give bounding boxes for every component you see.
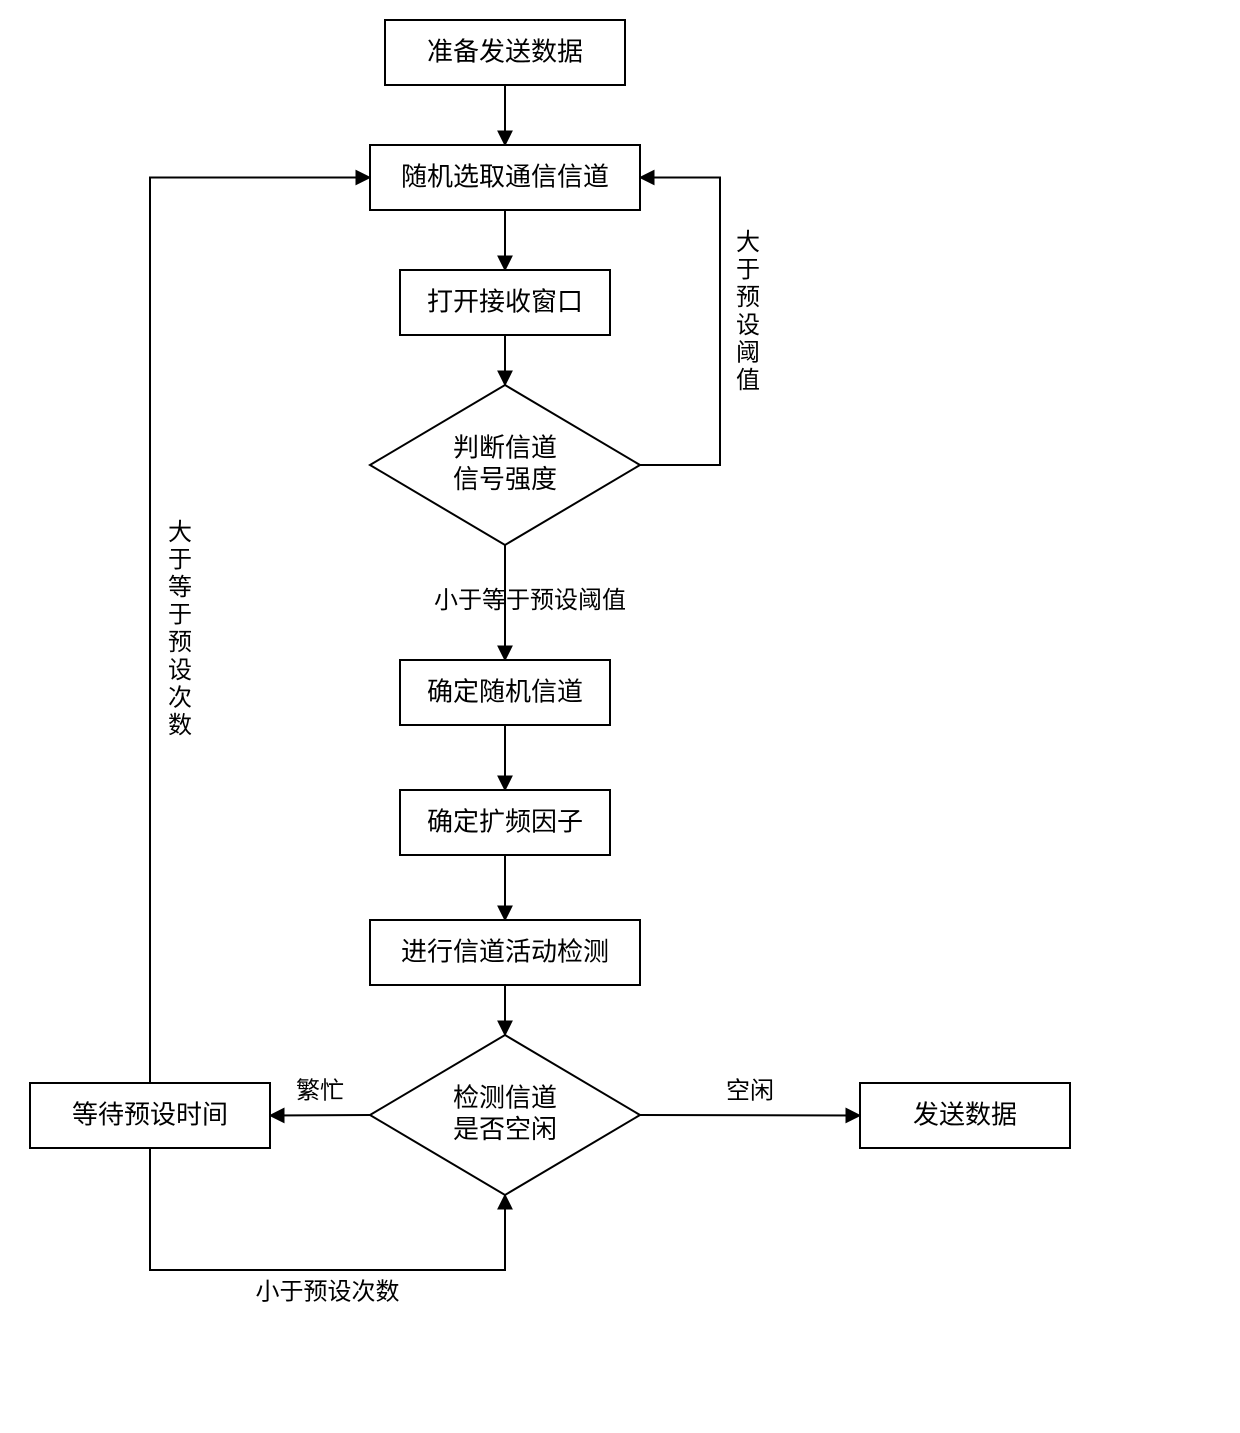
svg-text:预: 预 bbox=[736, 285, 760, 311]
svg-text:发送数据: 发送数据 bbox=[913, 1100, 1017, 1129]
svg-text:检测信道: 检测信道 bbox=[453, 1084, 557, 1113]
svg-text:数: 数 bbox=[168, 712, 192, 739]
svg-text:预: 预 bbox=[168, 630, 192, 656]
svg-text:准备发送数据: 准备发送数据 bbox=[427, 37, 583, 66]
svg-text:于: 于 bbox=[168, 547, 192, 573]
svg-text:确定扩频因子: 确定扩频因子 bbox=[427, 807, 583, 836]
svg-text:进行信道活动检测: 进行信道活动检测 bbox=[401, 937, 609, 966]
svg-text:打开接收窗口: 打开接收窗口 bbox=[427, 287, 583, 316]
svg-text:设: 设 bbox=[168, 657, 192, 684]
svg-text:于: 于 bbox=[168, 603, 192, 629]
svg-text:判断信道: 判断信道 bbox=[453, 434, 557, 463]
svg-text:小于预设次数: 小于预设次数 bbox=[256, 1279, 400, 1306]
svg-text:等: 等 bbox=[168, 574, 192, 601]
svg-text:于: 于 bbox=[736, 258, 760, 284]
svg-text:随机选取通信信道: 随机选取通信信道 bbox=[401, 162, 609, 191]
svg-text:大: 大 bbox=[168, 519, 192, 546]
svg-text:信号强度: 信号强度 bbox=[453, 465, 557, 494]
flow-edge bbox=[150, 1148, 505, 1270]
svg-text:小于等于预设阈值: 小于等于预设阈值 bbox=[434, 587, 626, 614]
svg-text:繁忙: 繁忙 bbox=[296, 1078, 344, 1105]
svg-text:大: 大 bbox=[736, 229, 760, 256]
flow-edge bbox=[270, 1115, 370, 1116]
svg-text:是否空闲: 是否空闲 bbox=[453, 1115, 557, 1144]
flow-edge bbox=[640, 1115, 860, 1116]
svg-text:确定随机信道: 确定随机信道 bbox=[427, 677, 583, 706]
svg-text:设: 设 bbox=[736, 312, 760, 339]
svg-text:阈: 阈 bbox=[736, 339, 760, 366]
svg-text:空闲: 空闲 bbox=[726, 1078, 774, 1105]
svg-text:次: 次 bbox=[168, 684, 192, 711]
svg-text:等待预设时间: 等待预设时间 bbox=[72, 1100, 228, 1129]
svg-text:值: 值 bbox=[736, 367, 760, 394]
flow-edge bbox=[640, 178, 720, 466]
